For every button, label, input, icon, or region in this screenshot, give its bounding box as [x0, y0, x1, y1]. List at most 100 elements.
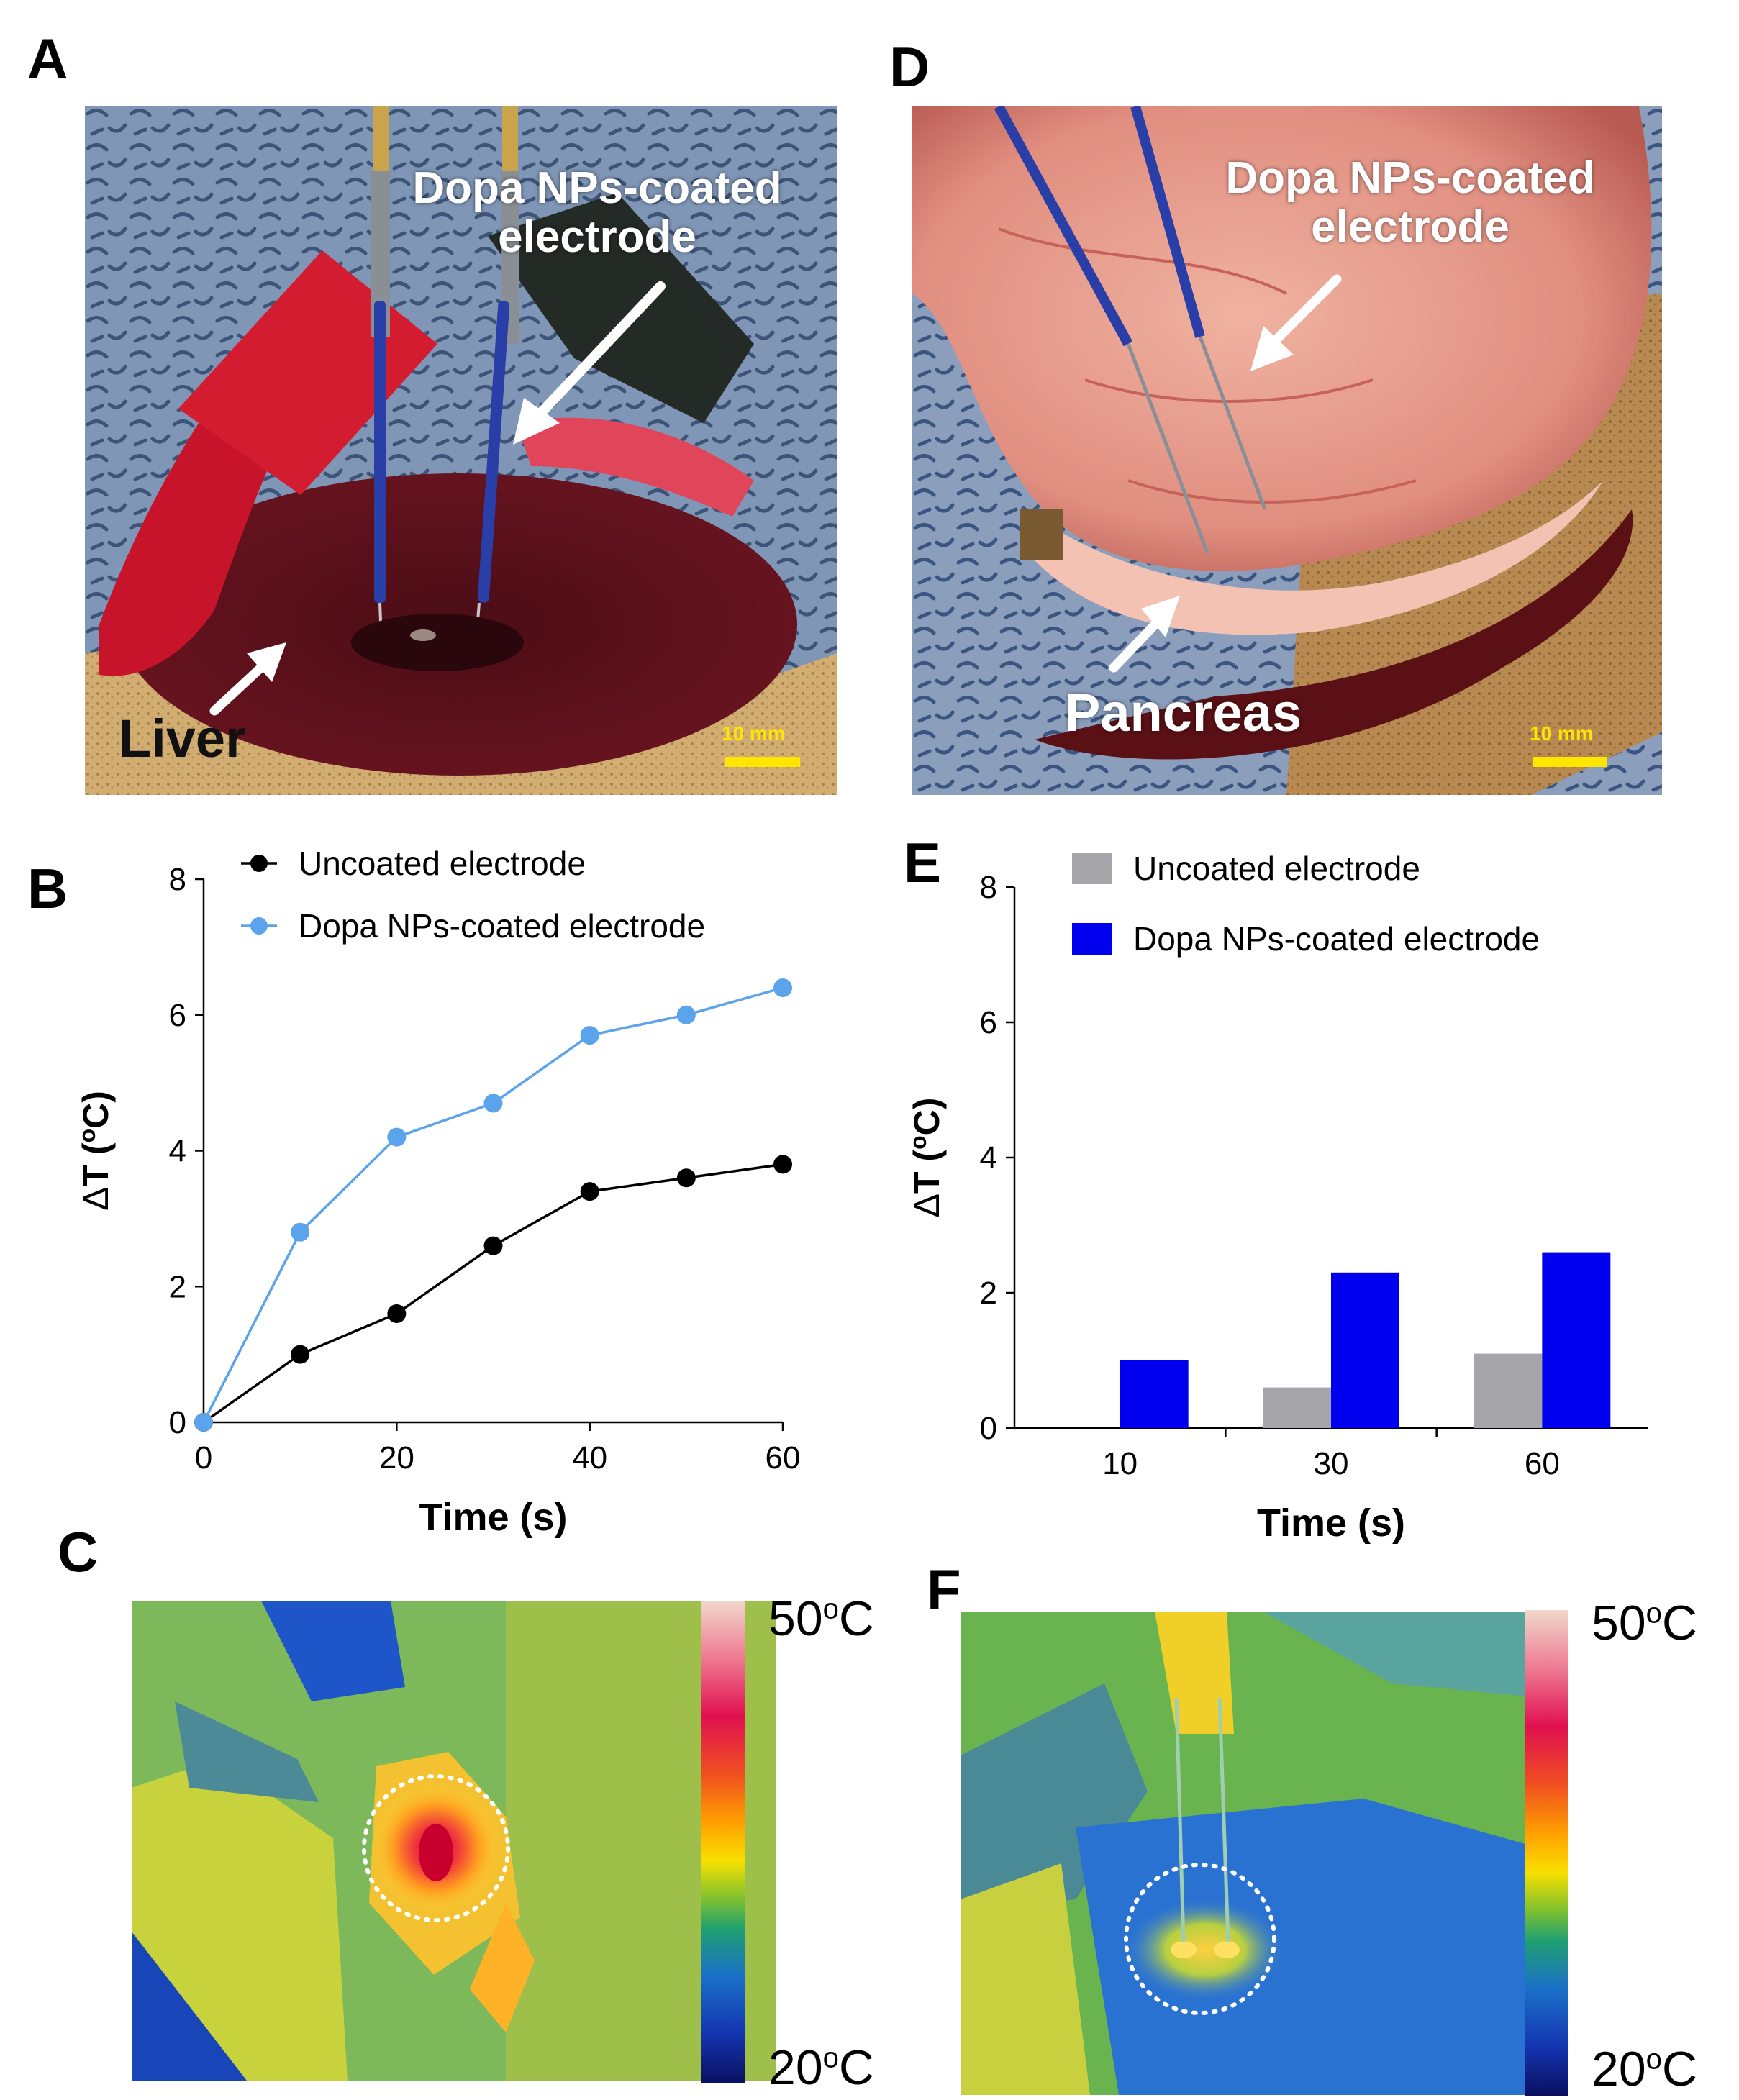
e-y-tick-label: 6: [980, 1005, 997, 1040]
colorbar-c-max-value: 50: [768, 1591, 823, 1646]
b-y-tick-label: 4: [169, 1134, 186, 1169]
colorbar-f-min: 20oC: [1592, 2045, 1697, 2094]
colorbar-c-max: 50oC: [768, 1594, 874, 1643]
scale-label-a: 10 mm: [722, 722, 786, 745]
b-y-axis-label-sup: o: [74, 1129, 100, 1143]
b-data-point: [194, 1413, 213, 1432]
b-data-point: [483, 1236, 503, 1255]
e-legend-label-1: Uncoated electrode: [1133, 850, 1420, 887]
colorbar-c-min-sup: o: [822, 2042, 839, 2074]
electrode-label-d: Dopa NPs-coated electrode: [1187, 153, 1633, 253]
thermal-art-c: [132, 1601, 776, 2081]
b-legend-marker-1: [250, 855, 268, 872]
e-y-tick-label: 2: [980, 1276, 997, 1311]
e-y-tick-label: 8: [980, 870, 997, 905]
e-y-tick-label: 4: [980, 1140, 997, 1176]
scale-bar-d: [1533, 757, 1607, 767]
b-data-point: [773, 978, 792, 997]
panel-letter-f: F: [927, 1558, 961, 1621]
b-data-point: [676, 1005, 696, 1024]
b-series-line-1: [202, 1163, 784, 1424]
colorbar-f: [1525, 1610, 1568, 2096]
b-data-point: [483, 1094, 503, 1113]
b-data-point: [773, 1155, 792, 1174]
colorbar-c-min-value: 20: [768, 2040, 823, 2095]
b-x-axis-label: Time (s): [419, 1496, 567, 1539]
liver-photo: [85, 106, 837, 795]
b-x-tick-label: 0: [195, 1440, 212, 1476]
e-x-axis-label: Time (s): [1257, 1501, 1405, 1545]
panel-letter-b: B: [27, 857, 68, 920]
b-x-tick-label: 60: [766, 1440, 801, 1476]
colorbar-c-max-unit: C: [838, 1591, 874, 1646]
b-y-tick-label: 6: [169, 998, 186, 1033]
b-data-point: [580, 1026, 599, 1045]
b-y-tick-label: 0: [169, 1405, 186, 1440]
b-series-line-2: [202, 986, 784, 1423]
b-y-tick-label: 8: [169, 862, 186, 897]
b-y-axis-label-symbol: T (: [76, 1142, 116, 1186]
electrode-label-d-line1: Dopa NPs-coated: [1225, 153, 1595, 203]
b-data-point: [387, 1304, 407, 1323]
b-x-tick-label: 40: [572, 1440, 607, 1476]
e-x-tick-label: 10: [1102, 1446, 1138, 1481]
b-legend-label-2: Dopa NPs-coated electrode: [299, 907, 705, 945]
colorbar-c-min: 20oC: [768, 2043, 874, 2092]
panel-letter-d: D: [889, 35, 930, 99]
e-y-axis-label-unit: C): [907, 1098, 947, 1136]
e-x-tick-label: 30: [1314, 1446, 1349, 1481]
electrode-label-a-line1: Dopa NPs-coated: [412, 163, 782, 213]
b-legend-marker-2: [250, 917, 268, 935]
b-y-axis-label-delta: Δ: [76, 1187, 116, 1211]
colorbar-c-max-sup: o: [822, 1593, 839, 1625]
electrode-label-a: Dopa NPs-coated electrode: [374, 163, 820, 263]
e-legend-swatch-1: [1072, 853, 1112, 884]
colorbar-f-min-unit: C: [1661, 2042, 1697, 2096]
e-y-axis-label-delta: Δ: [907, 1194, 947, 1217]
b-data-point: [291, 1222, 310, 1242]
b-data-point: [291, 1345, 310, 1364]
colorbar-f-max-unit: C: [1661, 1596, 1697, 1650]
e-y-axis-label: ΔT (oC): [905, 1098, 947, 1218]
colorbar-c-min-unit: C: [838, 2040, 874, 2095]
e-legend-label-2: Dopa NPs-coated electrode: [1133, 920, 1540, 958]
e-bar-2: [1120, 1360, 1189, 1428]
e-y-tick-label: 0: [980, 1411, 997, 1446]
panel-letter-c: C: [58, 1520, 99, 1583]
b-legend-label-1: Uncoated electrode: [299, 845, 586, 882]
pancreas-photo: [912, 106, 1662, 795]
b-y-tick-label: 2: [169, 1269, 186, 1304]
line-chart-b: 0 2 4 6 8 0 20 40 60 Uncoated electrode Dopa NPs-c…: [74, 845, 801, 1539]
electrode-label-a-line2: electrode: [498, 212, 696, 263]
e-bar-2: [1331, 1272, 1399, 1428]
colorbar-f-max: 50oC: [1592, 1599, 1697, 1647]
colorbar-f-min-sup: o: [1645, 2043, 1662, 2076]
thermal-image-c: [132, 1601, 776, 2081]
e-y-axis-label-symbol: T (: [907, 1150, 947, 1194]
b-data-point: [387, 1127, 407, 1147]
colorbar-c: [701, 1601, 745, 2083]
b-data-point: [676, 1168, 696, 1188]
scale-bar-a: [725, 757, 800, 767]
e-x-tick-label: 60: [1525, 1446, 1560, 1481]
panel-letter-e: E: [904, 831, 942, 894]
e-bar-1: [1474, 1353, 1543, 1428]
electrode-label-d-line2: electrode: [1311, 202, 1509, 253]
bar-chart-e: 0 2 4 6 8 10 30 60 Uncoated electrode Dopa NPs-co…: [905, 850, 1648, 1545]
b-y-axis-label-unit: C): [76, 1091, 116, 1129]
e-bar-2: [1542, 1252, 1611, 1428]
thermal-art-f: [961, 1612, 1543, 2095]
b-data-point: [580, 1182, 599, 1201]
organ-label-liver: Liver: [119, 709, 246, 768]
organ-label-pancreas: Pancreas: [1065, 683, 1302, 742]
e-y-axis-label-sup: o: [905, 1135, 931, 1150]
b-y-axis-label: ΔT (oC): [74, 1091, 116, 1211]
pancreas-photo-art: [912, 106, 1662, 795]
thermal-image-f: [961, 1612, 1543, 2095]
colorbar-f-min-value: 20: [1592, 2042, 1646, 2096]
e-legend-swatch-2: [1072, 923, 1112, 955]
panel-letter-a: A: [27, 27, 68, 90]
b-x-tick-label: 20: [379, 1440, 414, 1476]
colorbar-f-max-sup: o: [1645, 1597, 1662, 1629]
e-bar-1: [1263, 1387, 1331, 1428]
